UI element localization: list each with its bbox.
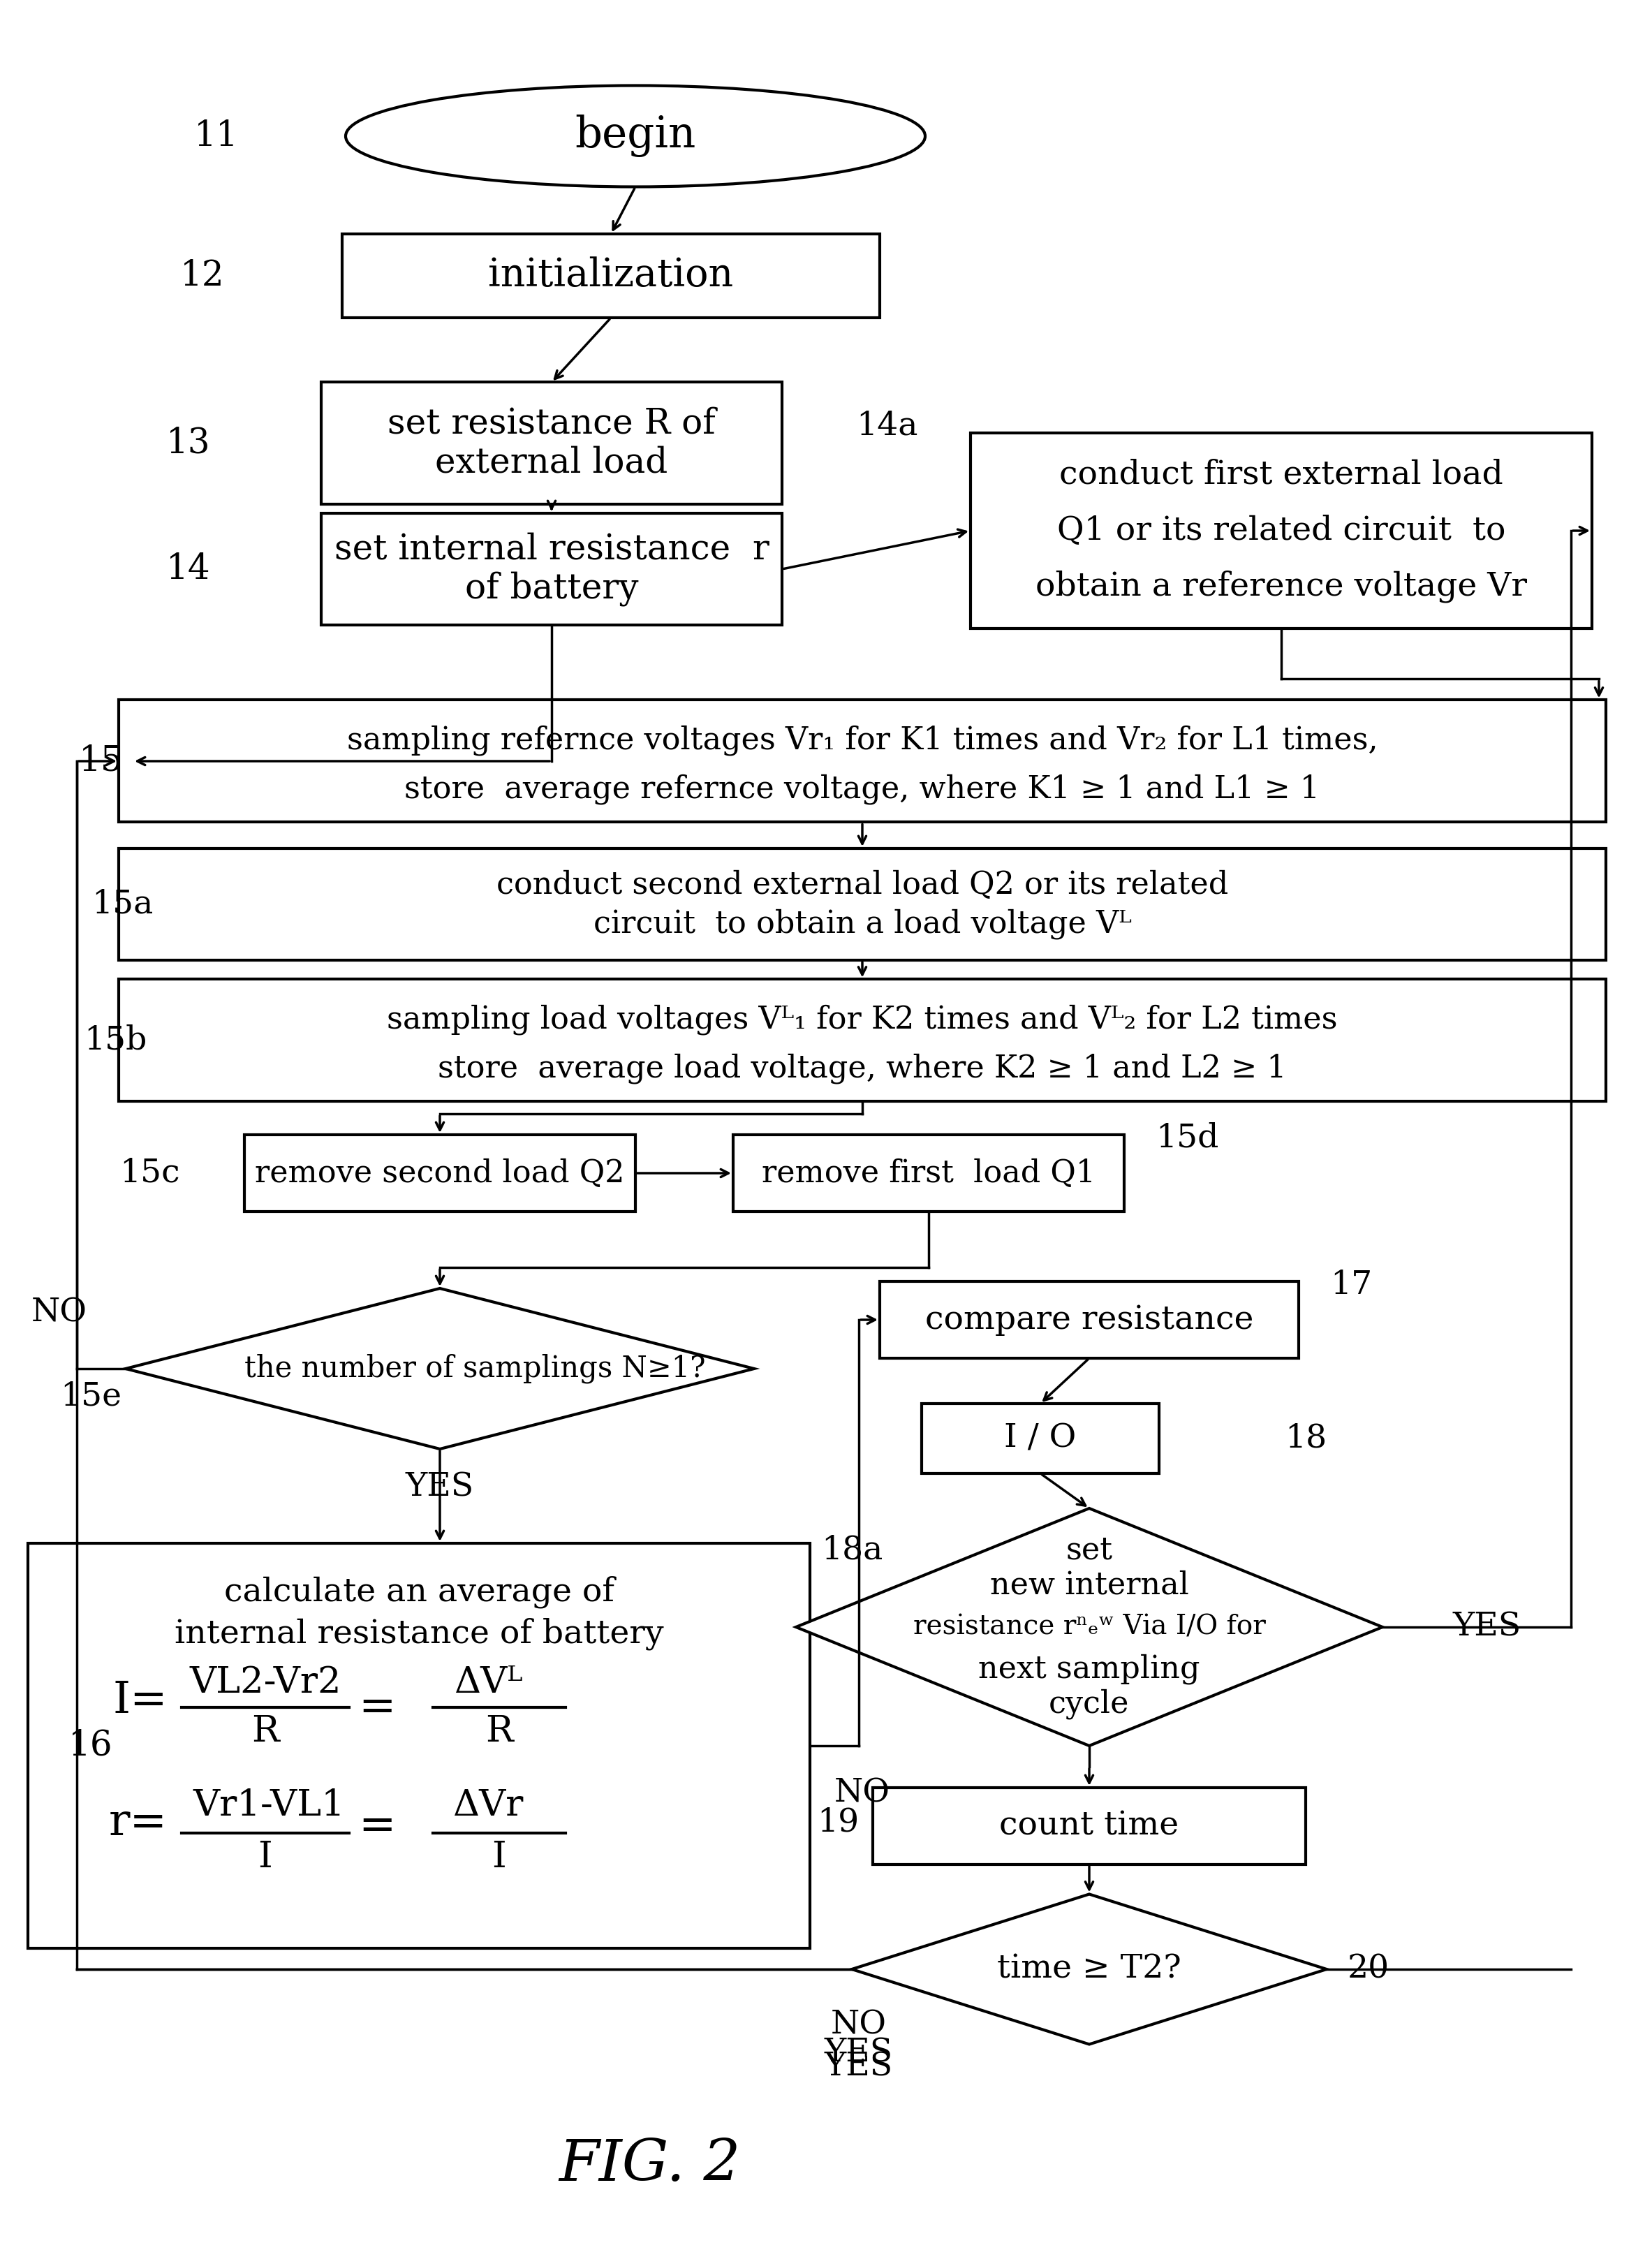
Bar	[119, 700, 1606, 823]
Text: 15c: 15c	[121, 1158, 180, 1190]
Text: R: R	[486, 1713, 514, 1749]
Text: VL2-Vr2: VL2-Vr2	[190, 1666, 342, 1702]
Text: calculate an average of: calculate an average of	[223, 1575, 615, 1609]
Text: 19: 19	[816, 1806, 859, 1838]
Text: conduct second external load Q2 or its related: conduct second external load Q2 or its r…	[496, 870, 1229, 900]
Text: FIG. 2: FIG. 2	[558, 2137, 740, 2193]
Text: 15b: 15b	[84, 1024, 147, 1056]
Text: 11: 11	[195, 118, 238, 154]
Text: remove first  load Q1: remove first load Q1	[762, 1158, 1095, 1187]
Bar	[970, 433, 1593, 628]
Text: 18a: 18a	[821, 1534, 882, 1566]
Text: compare resistance: compare resistance	[925, 1303, 1254, 1335]
Text: YES: YES	[824, 2051, 894, 2082]
Text: 14a: 14a	[856, 410, 917, 442]
Polygon shape	[796, 1509, 1383, 1745]
Bar	[922, 1403, 1160, 1473]
Text: NO: NO	[31, 1296, 88, 1328]
Text: time ≥ T2?: time ≥ T2?	[998, 1953, 1181, 1985]
Text: set internal resistance  r: set internal resistance r	[334, 533, 770, 566]
Text: I / O: I / O	[1004, 1423, 1077, 1455]
Text: the number of samplings N≥1?: the number of samplings N≥1?	[244, 1353, 705, 1385]
Bar	[881, 1280, 1298, 1357]
Bar	[119, 979, 1606, 1101]
Text: set: set	[1066, 1534, 1112, 1566]
Text: YES: YES	[406, 1471, 474, 1502]
Text: 15a: 15a	[91, 888, 154, 920]
Text: 15d: 15d	[1155, 1122, 1219, 1153]
Bar	[244, 1135, 636, 1212]
Bar	[320, 514, 781, 625]
Text: 12: 12	[180, 258, 225, 292]
Bar	[28, 1543, 809, 1949]
Text: initialization: initialization	[489, 256, 733, 295]
Text: internal resistance of battery: internal resistance of battery	[175, 1618, 664, 1650]
Text: r=: r=	[109, 1801, 167, 1845]
Bar	[872, 1788, 1305, 1865]
Text: store  average load voltage, where K2 ≥ 1 and L2 ≥ 1: store average load voltage, where K2 ≥ 1…	[438, 1054, 1287, 1083]
Text: set resistance R of: set resistance R of	[388, 406, 715, 442]
Text: YES: YES	[1452, 1611, 1521, 1643]
Text: NO: NO	[834, 1777, 890, 1808]
Text: Vr1-VL1: Vr1-VL1	[193, 1788, 345, 1822]
Text: 18: 18	[1285, 1423, 1327, 1455]
Text: resistance rⁿₑʷ Via I/O for: resistance rⁿₑʷ Via I/O for	[914, 1613, 1265, 1641]
Text: sampling load voltages Vᴸ₁ for K2 times and Vᴸ₂ for L2 times: sampling load voltages Vᴸ₁ for K2 times …	[387, 1004, 1338, 1036]
Text: external load: external load	[434, 446, 667, 480]
Text: 13: 13	[167, 426, 211, 460]
Text: I=: I=	[112, 1679, 167, 1722]
Text: sampling refernce voltages Vr₁ for K1 times and Vr₂ for L1 times,: sampling refernce voltages Vr₁ for K1 ti…	[347, 725, 1378, 755]
Text: I: I	[258, 1840, 273, 1876]
Text: count time: count time	[999, 1811, 1180, 1842]
Text: remove second load Q2: remove second load Q2	[254, 1158, 624, 1187]
Text: of battery: of battery	[464, 571, 638, 605]
Text: I: I	[492, 1840, 507, 1876]
Text: 20: 20	[1348, 1953, 1389, 1985]
Text: obtain a reference voltage Vr: obtain a reference voltage Vr	[1036, 571, 1526, 603]
Bar	[320, 383, 781, 505]
Text: ΔVr: ΔVr	[453, 1788, 524, 1822]
Text: store  average refernce voltage, where K1 ≥ 1 and L1 ≥ 1: store average refernce voltage, where K1…	[405, 773, 1320, 804]
Text: circuit  to obtain a load voltage Vᴸ: circuit to obtain a load voltage Vᴸ	[593, 909, 1132, 938]
Text: next sampling: next sampling	[978, 1654, 1199, 1684]
Text: 15e: 15e	[59, 1380, 122, 1412]
Text: =: =	[358, 1804, 396, 1847]
Text: cycle: cycle	[1049, 1688, 1130, 1720]
Text: new internal: new internal	[990, 1570, 1189, 1600]
Polygon shape	[126, 1289, 753, 1448]
Ellipse shape	[345, 86, 925, 186]
Text: conduct first external load: conduct first external load	[1059, 460, 1503, 492]
Text: 16: 16	[68, 1729, 112, 1763]
Bar	[733, 1135, 1123, 1212]
Text: NO: NO	[831, 2010, 887, 2042]
Text: ΔVᴸ: ΔVᴸ	[454, 1666, 524, 1702]
Bar	[342, 233, 881, 317]
Polygon shape	[852, 1894, 1327, 2044]
Text: 17: 17	[1330, 1269, 1373, 1301]
Text: begin: begin	[575, 116, 695, 156]
Text: 15: 15	[79, 743, 124, 780]
Text: YES: YES	[824, 2037, 894, 2069]
Text: =: =	[358, 1686, 396, 1729]
Bar	[119, 847, 1606, 961]
Text: Q1 or its related circuit  to: Q1 or its related circuit to	[1057, 514, 1505, 546]
Text: 14: 14	[167, 553, 211, 587]
Text: R: R	[251, 1713, 279, 1749]
